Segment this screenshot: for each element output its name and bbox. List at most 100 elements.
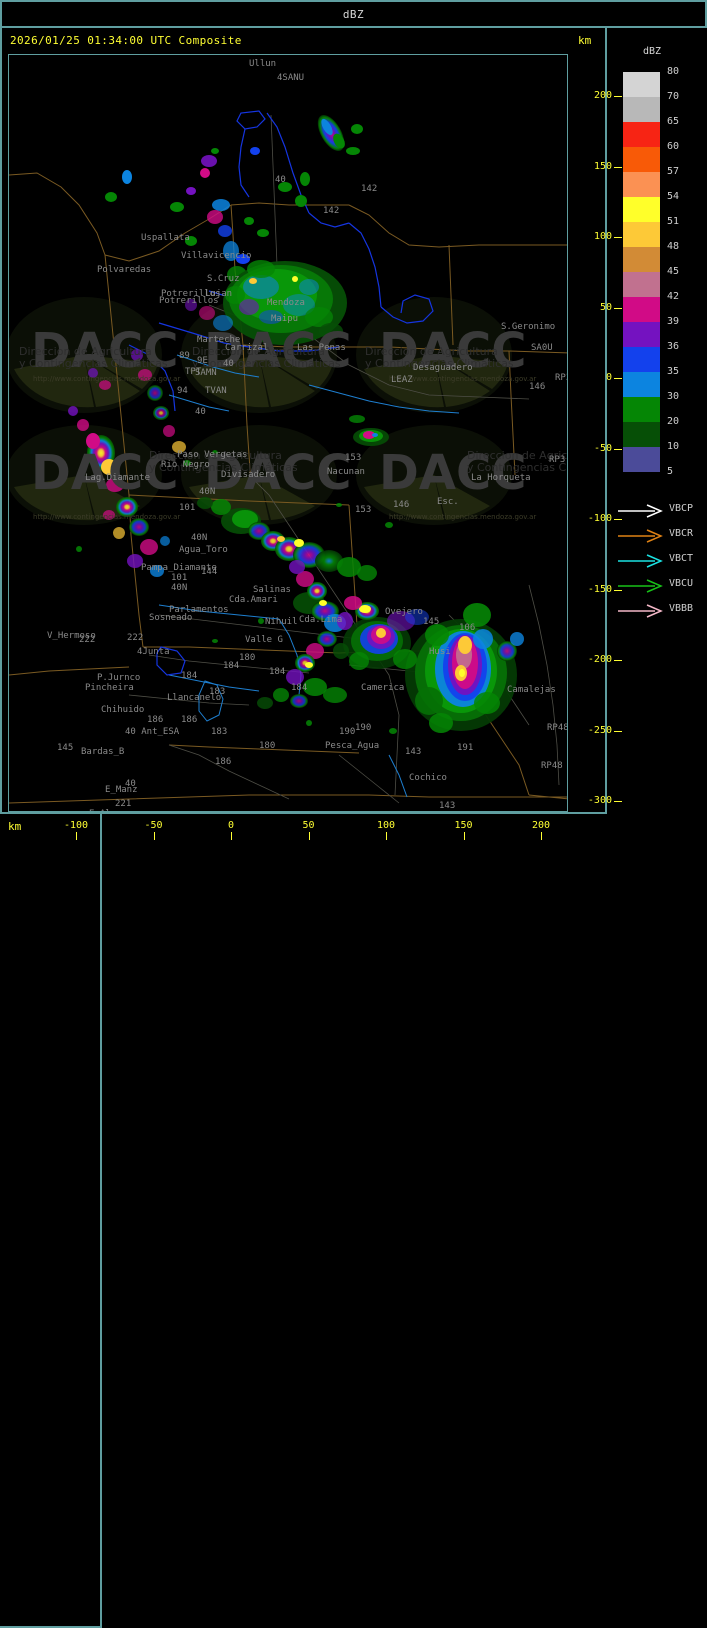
map-label: 4SANU	[277, 73, 305, 83]
map-label: TPT	[185, 367, 202, 377]
map-label: La Horqueta	[471, 473, 531, 483]
colorbar-segment[interactable]	[623, 422, 660, 447]
map-label: Salinas	[253, 585, 291, 595]
map-label: 222	[127, 633, 144, 643]
y-axis-tick-label: 50	[599, 301, 612, 313]
map-label: Villavicencio	[181, 251, 252, 261]
echo-cluster-southeast-band	[257, 560, 347, 709]
map-label: Potrerillos	[161, 289, 221, 299]
map-label: Sosneado	[149, 613, 193, 623]
map-label: 94	[177, 386, 188, 396]
colorbar-segment[interactable]	[623, 197, 660, 222]
stream-network	[158, 354, 460, 798]
colorbar-segment[interactable]	[623, 172, 660, 197]
arrow-legend-label: VBCU	[669, 578, 694, 589]
y-axis-tick-mark	[614, 448, 622, 450]
map-label: 221	[115, 799, 132, 809]
y-axis-tick-label: -50	[593, 442, 612, 454]
colorbar-segment[interactable]	[623, 272, 660, 297]
dbz-colorbar[interactable]	[623, 72, 660, 472]
colorbar-segment[interactable]	[623, 72, 660, 97]
map-label: 183	[211, 727, 228, 737]
map-label: Esc.	[437, 497, 459, 507]
watermark-subtitle-9: Direccion de Agricultura	[467, 449, 567, 462]
watermark-subtitle-2: y Contingencias Climáticas	[19, 357, 168, 370]
map-label: Ovejero	[385, 607, 423, 617]
colorbar-tick-label: 57	[667, 166, 680, 177]
arrow-icon	[618, 579, 663, 593]
map-label: Chihuido	[101, 705, 145, 715]
watermark-subtitle-7: Direccion de Agricultura	[149, 449, 282, 462]
y-axis-tick-mark	[614, 96, 622, 97]
arrow-icon	[618, 604, 663, 618]
colorbar-segment[interactable]	[623, 122, 660, 147]
colorbar-segment[interactable]	[623, 347, 660, 372]
watermark-subtitle-4: y Contingencias Climáticas	[192, 357, 341, 370]
map-label: Polvaredas	[97, 265, 152, 275]
map-label: 180	[239, 653, 256, 663]
lake-outline	[156, 646, 186, 676]
map-label: 9E	[197, 356, 208, 366]
x-axis-tick-label: -100	[63, 820, 89, 831]
echo-cluster-mendoza	[185, 260, 347, 345]
y-axis-tick-label: 200	[593, 90, 612, 101]
colorbar-segment[interactable]	[623, 222, 660, 247]
map-label: Desaguadero	[413, 363, 473, 373]
x-axis-tick-label: 100	[376, 820, 396, 831]
map-label: Bardas_B	[81, 747, 125, 757]
legend-panel	[0, 814, 102, 1628]
arrow-legend-item: VBCR	[613, 523, 707, 548]
map-label: 186	[215, 757, 232, 767]
map-label: Camerica	[361, 683, 405, 693]
map-label: 145	[423, 617, 440, 627]
y-axis-tick-mark	[614, 801, 622, 802]
x-axis-tick-mark	[463, 832, 465, 840]
echo-cluster-supercell	[405, 603, 524, 733]
map-label: 153	[355, 505, 372, 515]
arrow-legend-item: VBBB	[613, 598, 707, 623]
colorbar-segment[interactable]	[623, 297, 660, 322]
map-label: 146	[393, 500, 410, 510]
x-axis-tick-mark	[153, 832, 155, 840]
watermark-subtitle-1: Direccion de Agricultura	[19, 345, 152, 358]
map-label: Pampa_Diamante	[141, 563, 217, 573]
watermark-url-1: http://www.contingencias.mendoza.gov.ar	[33, 375, 181, 383]
colorbar-segment[interactable]	[623, 147, 660, 172]
map-label: 40	[223, 359, 234, 369]
map-label: 186	[147, 715, 164, 725]
radar-plot-area[interactable]: DACC DACC DACC DACC DACC DACC Direccion …	[8, 54, 568, 812]
colorbar-segment[interactable]	[623, 372, 660, 397]
x-axis-tick-label: 50	[302, 820, 315, 831]
colorbar-tick-label: 20	[667, 416, 680, 427]
window-titlebar: dBZ	[0, 0, 707, 28]
echo-scatter-misc	[76, 450, 397, 734]
colorbar-segment[interactable]	[623, 322, 660, 347]
window-title: dBZ	[342, 7, 365, 21]
colorbar-segment[interactable]	[623, 247, 660, 272]
map-label: 89	[179, 351, 190, 361]
map-label: Cda.Amari	[229, 595, 278, 605]
echo-cluster-ne	[317, 114, 363, 155]
map-label: 4Junta	[137, 647, 170, 657]
map-label: Nihuil	[265, 617, 298, 627]
map-label: E_Manz	[105, 785, 138, 795]
colorbar-segment[interactable]	[623, 447, 660, 472]
map-label: Valle G	[245, 635, 283, 645]
colorbar-segment[interactable]	[623, 97, 660, 122]
map-label: 145	[57, 743, 74, 753]
colorbar-segment[interactable]	[623, 397, 660, 422]
colorbar-tick-label: 54	[667, 191, 680, 202]
arrow-legend: VBCP VBCR VBCT VBCU VBBB	[613, 498, 707, 623]
map-label: V_Hermoso	[47, 631, 96, 641]
colorbar-tick-label: 10	[667, 441, 680, 452]
watermark-url-2: http://www.contingencias.mendoza.gov.ar	[33, 513, 181, 521]
map-label: Mendoza	[267, 298, 305, 308]
map-label: 153	[345, 453, 362, 463]
map-label: 40	[275, 175, 286, 185]
map-label: Ullun	[249, 59, 277, 69]
legend-container: dBZ 80 70 65 60 57 54 51 48 45 42 39 36 35 30 20 10 5 VB…	[605, 28, 707, 842]
colorbar-tick-label: 60	[667, 141, 680, 152]
echo-cluster-north	[105, 147, 310, 284]
map-label: Cochico	[409, 773, 447, 783]
